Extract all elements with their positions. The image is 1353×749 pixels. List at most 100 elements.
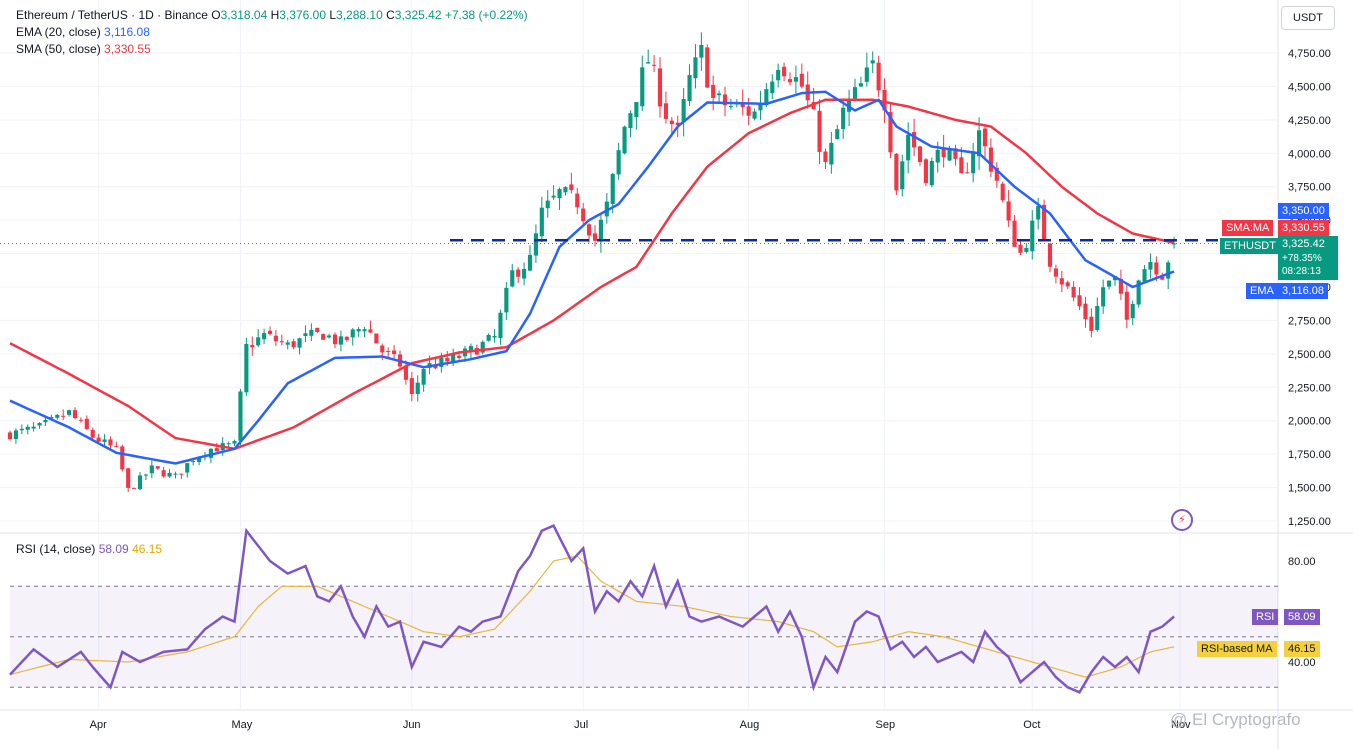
watermark: @ El Cryptografo — [1170, 710, 1301, 729]
candle-body — [510, 270, 515, 287]
candle-body — [917, 146, 923, 162]
candle-body — [592, 233, 598, 241]
candle-body — [888, 112, 893, 153]
candle-body — [137, 475, 143, 490]
candle-body — [858, 83, 863, 87]
candle-body — [610, 173, 615, 205]
candle-body — [1012, 220, 1017, 247]
candle-body — [403, 365, 408, 380]
price-tick-label: 4,750.00 — [1288, 48, 1331, 60]
candle-body — [616, 150, 621, 175]
candle-body — [569, 184, 574, 191]
candle-body — [994, 167, 999, 181]
candle-body — [191, 461, 196, 463]
candle-body — [1107, 280, 1112, 287]
close-value: 3,325.42 — [394, 8, 442, 22]
open-value: 3,318.04 — [220, 8, 268, 22]
candle-body — [250, 344, 255, 348]
candle-body — [480, 341, 485, 353]
candle-body — [25, 426, 30, 430]
candle-body — [1089, 316, 1094, 331]
rsi-tick-label: 80.00 — [1288, 556, 1316, 568]
candle-body — [279, 341, 284, 343]
ema-price-tag: 3,116.08 — [1278, 283, 1329, 299]
candle-body — [722, 94, 728, 106]
candle-body — [864, 67, 869, 82]
candle-body — [557, 189, 562, 199]
candle-body — [935, 149, 940, 163]
candle-body — [1047, 243, 1053, 267]
candle-body — [504, 287, 509, 313]
candle-body — [238, 391, 243, 441]
candle-body — [516, 269, 521, 277]
candle-body — [1024, 247, 1029, 252]
candle-body — [1065, 282, 1070, 287]
candle-body — [1053, 268, 1058, 277]
candle-body — [634, 102, 639, 118]
chart-legend-rsi[interactable]: RSI (14, close) 58.09 46.15 — [16, 541, 162, 557]
candle-body — [646, 62, 651, 64]
candle-body — [1101, 287, 1106, 307]
low-label: L — [329, 8, 337, 22]
candle-body — [941, 147, 946, 158]
chart-legend-ema[interactable]: EMA (20, close) 3,116.08 — [16, 24, 150, 40]
symbol-tag: ETHUSDT — [1220, 238, 1280, 254]
candle-body — [362, 329, 367, 332]
candle-body — [870, 60, 875, 64]
candle-body — [953, 148, 958, 159]
candle-body — [155, 466, 160, 469]
candle-body — [770, 81, 775, 94]
candle-body — [285, 342, 290, 345]
candle-body — [1095, 306, 1100, 331]
candle-body — [1166, 262, 1171, 279]
candle-body — [675, 122, 680, 126]
candle-body — [114, 445, 119, 447]
chart-legend-ohlc: Ethereum / TetherUS · 1D · Binance O3,31… — [16, 7, 528, 23]
candle-body — [226, 443, 231, 445]
candle-body — [338, 336, 343, 345]
candle-body — [256, 337, 261, 346]
candle-body — [640, 67, 645, 107]
month-label: Nov — [1171, 719, 1191, 731]
chart-legend-sma[interactable]: SMA (50, close) 3,330.55 — [16, 41, 151, 57]
candle-body — [929, 160, 934, 186]
low-value: 3,288.10 — [336, 8, 383, 22]
candle-body — [782, 66, 787, 77]
candle-body — [717, 93, 722, 96]
candle-body — [43, 419, 48, 423]
candle-body — [1160, 276, 1165, 280]
rsi-ma-legend-value: 46.15 — [132, 542, 163, 556]
candle-body — [72, 410, 78, 419]
candle-body — [457, 355, 462, 358]
sma-legend-value: 3,330.55 — [104, 42, 151, 56]
open-label: O — [211, 8, 221, 22]
candle-body — [799, 73, 804, 87]
ema-name-tag: EMA — [1246, 283, 1278, 299]
candle-body — [120, 446, 125, 470]
last-price: 3,325.42 — [1282, 238, 1325, 250]
month-label: Jul — [574, 719, 588, 731]
candle-body — [628, 113, 633, 129]
candle-body — [291, 341, 296, 348]
ema-legend-label: EMA (20, close) — [16, 25, 101, 39]
rsi-tick-label: 40.00 — [1288, 657, 1316, 669]
candle-body — [468, 346, 473, 351]
lightning-icon[interactable]: ⚡ — [1171, 509, 1193, 531]
currency-selector[interactable]: USDT — [1281, 6, 1335, 30]
month-label: Sep — [876, 719, 896, 731]
candle-body — [421, 369, 426, 385]
candle-body — [728, 106, 733, 108]
candle-body — [167, 472, 172, 477]
price-tick-label: 1,500.00 — [1288, 483, 1331, 495]
candle-body — [19, 428, 24, 431]
candle-body — [1154, 262, 1159, 275]
candle-body — [912, 132, 917, 148]
price-tick-label: 4,000.00 — [1288, 148, 1331, 160]
candle-body — [752, 111, 757, 119]
candle-body — [451, 354, 456, 363]
candle-body — [13, 430, 18, 440]
candle-body — [356, 328, 361, 332]
candle-body — [1148, 262, 1153, 270]
high-label: H — [270, 8, 280, 22]
